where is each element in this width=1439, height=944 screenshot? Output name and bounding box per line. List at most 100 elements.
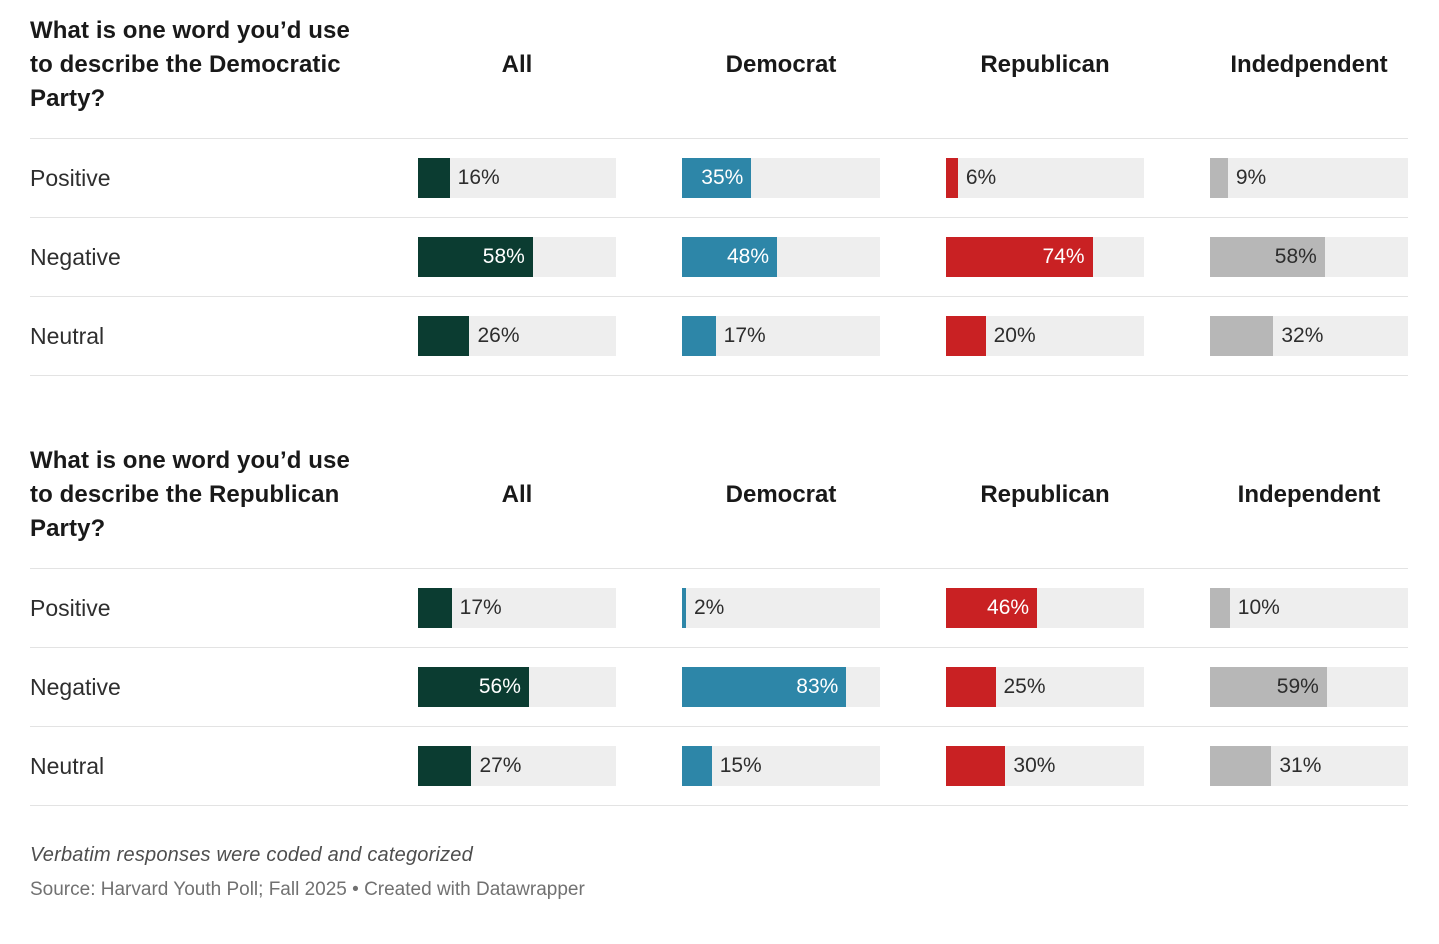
row-label-positive: Positive	[30, 164, 111, 191]
chart-notes: Verbatim responses were coded and catego…	[30, 844, 473, 866]
bar-fill	[946, 158, 958, 198]
bar-value-label: 9%	[1235, 166, 1267, 189]
bar-fill	[946, 667, 996, 707]
row-label-neutral: Neutral	[30, 752, 105, 779]
democratic-party-table: What is one word you’d use to describe t…	[30, 14, 1408, 376]
bar-value-label: 83%	[796, 675, 839, 698]
bar-track: 20%	[946, 316, 1144, 356]
bar-fill	[946, 746, 1006, 786]
question-title: What is one word you’d use to describe t…	[30, 17, 350, 112]
bar-fill	[682, 316, 716, 356]
bar-track: 32%	[1210, 316, 1408, 356]
bar-track: 74%	[946, 237, 1144, 277]
column-header-republican: Republican	[980, 51, 1110, 78]
bar-value-label: 26%	[477, 324, 520, 347]
table-row: Neutral 26% 17% 20% 32%	[30, 296, 1408, 376]
bar-track: 16%	[418, 158, 616, 198]
bar-fill: 74%	[946, 237, 1093, 277]
bar-value-label: 74%	[1042, 245, 1085, 268]
bar-track: 83%	[682, 667, 880, 707]
bar-value-label: 31%	[1279, 754, 1322, 777]
row-label-negative: Negative	[30, 673, 121, 700]
bar-value-label: 59%	[1276, 675, 1319, 698]
bar-value-label: 27%	[479, 754, 522, 777]
bar-value-label: 17%	[459, 596, 502, 619]
bar-fill: 56%	[418, 667, 529, 707]
bar-fill: 83%	[682, 667, 847, 707]
bar-track: 59%	[1210, 667, 1408, 707]
bar-track: 27%	[418, 746, 616, 786]
bar-fill: 58%	[1210, 237, 1325, 277]
table-row: Positive 17% 2% 46% 10%	[30, 568, 1408, 647]
column-header-all: All	[501, 51, 533, 78]
chart-source: Source: Harvard Youth Poll; Fall 2025 • …	[30, 879, 585, 900]
column-header-indedpendent: Indedpendent	[1230, 51, 1388, 78]
question-title: What is one word you’d use to describe t…	[30, 447, 350, 542]
bar-track: 58%	[1210, 237, 1408, 277]
column-header-democrat: Democrat	[725, 481, 837, 508]
republican-party-table: What is one word you’d use to describe t…	[30, 444, 1408, 806]
bar-value-label: 10%	[1237, 596, 1280, 619]
column-header-republican: Republican	[980, 481, 1110, 508]
bar-value-label: 16%	[457, 166, 500, 189]
table-header-row: What is one word you’d use to describe t…	[30, 444, 1408, 546]
bar-track: 10%	[1210, 588, 1408, 628]
bar-value-label: 48%	[727, 245, 770, 268]
bar-value-label: 20%	[993, 324, 1036, 347]
bar-value-label: 35%	[701, 166, 744, 189]
bar-fill	[1210, 158, 1228, 198]
bar-fill	[418, 316, 470, 356]
bar-track: 2%	[682, 588, 880, 628]
bar-track: 30%	[946, 746, 1144, 786]
bar-value-label: 25%	[1003, 675, 1046, 698]
table-row: Positive 16% 35% 6% 9%	[30, 138, 1408, 217]
bar-value-label: 6%	[965, 166, 997, 189]
bar-value-label: 46%	[987, 596, 1030, 619]
bar-value-label: 17%	[723, 324, 766, 347]
bar-track: 48%	[682, 237, 880, 277]
bar-track: 31%	[1210, 746, 1408, 786]
bar-fill	[1210, 316, 1274, 356]
row-label-neutral: Neutral	[30, 322, 105, 349]
bar-fill	[418, 588, 452, 628]
row-label-positive: Positive	[30, 594, 111, 621]
bar-track: 17%	[418, 588, 616, 628]
table-row: Neutral 27% 15% 30% 31%	[30, 726, 1408, 806]
bar-value-label: 15%	[719, 754, 762, 777]
bar-value-label: 58%	[482, 245, 525, 268]
table-header-row: What is one word you’d use to describe t…	[30, 14, 1408, 116]
column-header-independent: Independent	[1237, 481, 1381, 508]
bar-fill: 58%	[418, 237, 533, 277]
row-label-negative: Negative	[30, 243, 121, 270]
bar-track: 56%	[418, 667, 616, 707]
table-row: Negative 56% 83% 25% 59%	[30, 647, 1408, 726]
bar-track: 6%	[946, 158, 1144, 198]
table-row: Negative 58% 48% 74% 58%	[30, 217, 1408, 296]
column-header-democrat: Democrat	[725, 51, 837, 78]
bar-value-label: 32%	[1281, 324, 1324, 347]
bar-fill	[682, 746, 712, 786]
bar-fill	[1210, 588, 1230, 628]
bar-fill	[682, 588, 686, 628]
bar-track: 15%	[682, 746, 880, 786]
bar-track: 35%	[682, 158, 880, 198]
bar-fill	[1210, 746, 1272, 786]
bar-fill	[946, 316, 986, 356]
bar-value-label: 30%	[1013, 754, 1056, 777]
bar-track: 26%	[418, 316, 616, 356]
bar-fill: 59%	[1210, 667, 1327, 707]
bar-fill	[418, 158, 450, 198]
bar-value-label: 2%	[693, 596, 725, 619]
bar-track: 25%	[946, 667, 1144, 707]
table-spacer	[30, 376, 1408, 444]
column-header-all: All	[501, 481, 533, 508]
bar-fill	[418, 746, 472, 786]
bar-value-label: 58%	[1274, 245, 1317, 268]
bar-track: 58%	[418, 237, 616, 277]
bar-track: 46%	[946, 588, 1144, 628]
bar-value-label: 56%	[478, 675, 521, 698]
bar-track: 9%	[1210, 158, 1408, 198]
bar-fill: 46%	[946, 588, 1038, 628]
bar-track: 17%	[682, 316, 880, 356]
